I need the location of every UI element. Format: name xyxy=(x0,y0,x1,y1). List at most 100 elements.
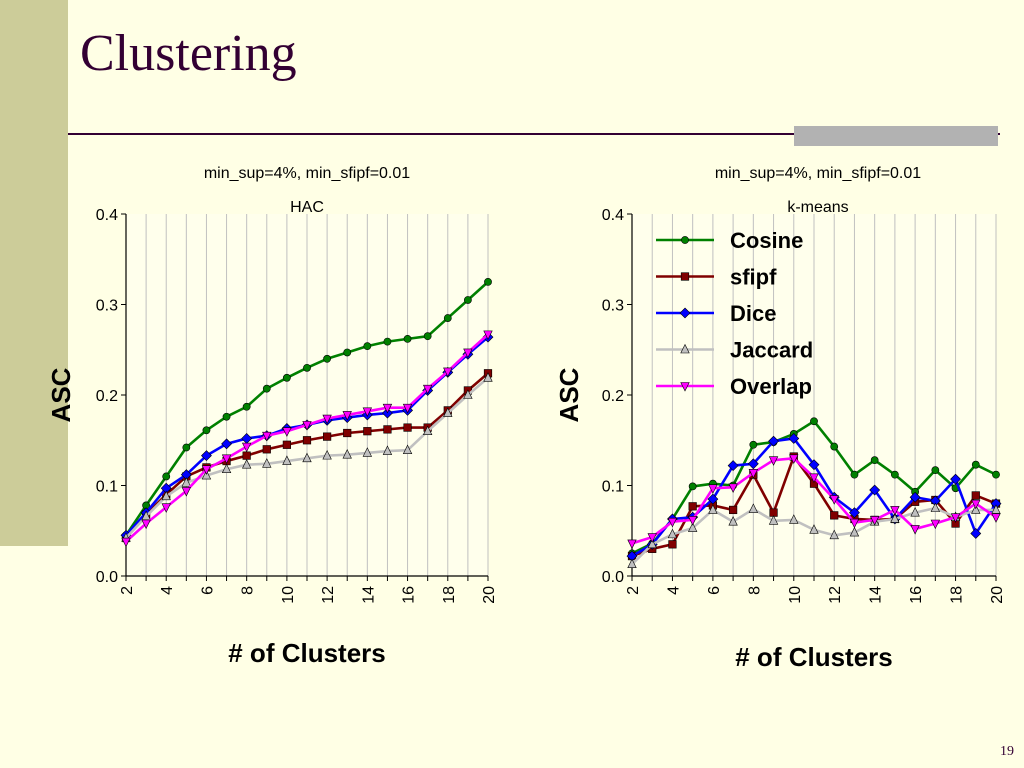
kmeans-point-cosine xyxy=(810,417,818,426)
kmeans-x-tick-label: 4 xyxy=(665,586,682,595)
hac-point-sfipf xyxy=(343,428,352,438)
hac-point-cosine xyxy=(383,337,392,346)
kmeans-point-overlap xyxy=(789,454,799,465)
kmeans-point-dice xyxy=(727,460,739,472)
kmeans-point-dice xyxy=(747,458,759,470)
kmeans-y-tick-label: 0.1 xyxy=(602,479,624,496)
chart-hac-plot: 0.0 0.1 0.2 0.3 0.4 2 4 6 8 10 12 14 16 18 20 xyxy=(96,207,498,604)
legend-label-cosine: Cosine xyxy=(730,228,803,253)
kmeans-point-sfipf xyxy=(830,511,839,520)
hac-x-tick-label: 18 xyxy=(441,586,458,604)
hac-x-tick-label: 20 xyxy=(481,586,498,604)
chart-hac-y-axis-title: ASC xyxy=(46,367,76,422)
hac-point-cosine xyxy=(484,277,492,286)
kmeans-point-overlap xyxy=(708,484,718,494)
kmeans-point-dice xyxy=(707,493,719,505)
chart-hac-subtitle-2: HAC xyxy=(290,199,324,216)
hac-point-overlap xyxy=(322,414,332,425)
kmeans-x-tick-label: 6 xyxy=(706,586,723,595)
hac-point-overlap xyxy=(262,431,272,442)
kmeans-point-sfipf xyxy=(688,502,697,511)
kmeans-point-jaccard xyxy=(930,502,941,512)
legend-item-cosine: Cosine xyxy=(656,228,803,253)
hac-point-jaccard xyxy=(443,407,453,417)
hac-point-overlap xyxy=(443,367,453,378)
kmeans-point-overlap xyxy=(849,518,860,529)
hac-point-jaccard xyxy=(342,449,352,459)
hac-point-overlap xyxy=(422,384,433,395)
kmeans-point-cosine xyxy=(830,442,839,451)
kmeans-point-jaccard xyxy=(890,513,900,523)
legend-item-overlap: Overlap xyxy=(656,374,812,399)
kmeans-point-jaccard xyxy=(687,522,698,532)
hac-x-tick-label: 6 xyxy=(199,586,216,595)
chart-kmeans-legend: Cosine sfipf Dice Jaccard Overlap xyxy=(656,228,813,399)
kmeans-point-cosine xyxy=(992,470,1000,479)
hac-point-overlap xyxy=(463,348,473,359)
hac-point-jaccard xyxy=(362,447,373,457)
hac-point-jaccard xyxy=(181,477,192,487)
hac-x-tick-label: 2 xyxy=(119,586,136,595)
hac-point-cosine xyxy=(323,354,332,363)
kmeans-point-overlap xyxy=(687,516,698,526)
slide-title: Clustering xyxy=(80,25,297,82)
title-accent-bar xyxy=(794,126,998,146)
kmeans-point-dice xyxy=(950,473,961,485)
hac-x-tick-label: 10 xyxy=(280,586,297,604)
hac-point-overlap xyxy=(141,519,151,530)
kmeans-point-overlap xyxy=(890,506,900,516)
kmeans-point-jaccard xyxy=(910,506,920,517)
hac-x-tick-label: 16 xyxy=(401,586,418,604)
hac-point-jaccard xyxy=(382,445,393,455)
hac-point-overlap xyxy=(302,421,312,431)
hac-point-overlap xyxy=(402,403,413,414)
hac-point-cosine xyxy=(343,348,352,357)
kmeans-point-overlap xyxy=(768,456,779,466)
kmeans-point-jaccard xyxy=(647,538,657,549)
hac-point-jaccard xyxy=(483,372,493,382)
hac-point-jaccard xyxy=(302,452,312,463)
kmeans-point-sfipf xyxy=(668,540,677,549)
kmeans-point-jaccard xyxy=(667,528,678,539)
hac-point-cosine xyxy=(282,373,291,382)
hac-point-cosine xyxy=(363,342,372,351)
kmeans-x-tick-label: 16 xyxy=(908,586,925,604)
hac-point-sfipf xyxy=(302,436,312,445)
hac-point-jaccard xyxy=(161,490,171,501)
kmeans-y-tick-label: 0.2 xyxy=(602,388,624,405)
kmeans-point-overlap xyxy=(910,525,920,535)
legend-label-overlap: Overlap xyxy=(730,374,812,399)
kmeans-point-overlap xyxy=(809,473,819,484)
kmeans-point-overlap xyxy=(627,539,637,550)
hac-point-cosine xyxy=(303,363,311,372)
hac-y-tick-label: 0.2 xyxy=(96,388,118,405)
kmeans-point-jaccard xyxy=(728,516,738,526)
kmeans-point-cosine xyxy=(971,460,980,469)
hac-point-dice xyxy=(221,438,232,450)
chart-kmeans-x-axis-title: # of Clusters xyxy=(735,642,893,672)
kmeans-point-cosine xyxy=(890,470,899,479)
kmeans-point-cosine xyxy=(850,470,859,479)
hac-point-overlap xyxy=(362,407,373,417)
kmeans-x-tick-label: 10 xyxy=(787,586,804,604)
hac-point-cosine xyxy=(443,314,452,322)
hac-x-tick-label: 12 xyxy=(320,586,337,604)
kmeans-point-sfipf xyxy=(971,491,980,500)
kmeans-x-tick-label: 8 xyxy=(746,586,763,595)
hac-point-overlap xyxy=(342,411,352,421)
hac-y-tick-label: 0.4 xyxy=(96,207,118,224)
kmeans-point-jaccard xyxy=(627,558,637,569)
hac-y-tick-label: 0.0 xyxy=(96,569,118,586)
hac-point-jaccard xyxy=(322,449,332,460)
kmeans-point-dice xyxy=(909,491,921,503)
kmeans-x-tick-label: 14 xyxy=(868,586,885,604)
chart-hac-x-axis-title: # of Clusters xyxy=(228,638,386,668)
legend-label-dice: Dice xyxy=(730,301,776,326)
legend-label-jaccard: Jaccard xyxy=(730,338,813,363)
kmeans-point-cosine xyxy=(870,456,879,465)
hac-y-tick-label: 0.3 xyxy=(96,298,118,315)
kmeans-point-dice xyxy=(869,484,881,496)
legend-marker-sfipf xyxy=(680,272,690,281)
hac-point-cosine xyxy=(162,472,171,481)
